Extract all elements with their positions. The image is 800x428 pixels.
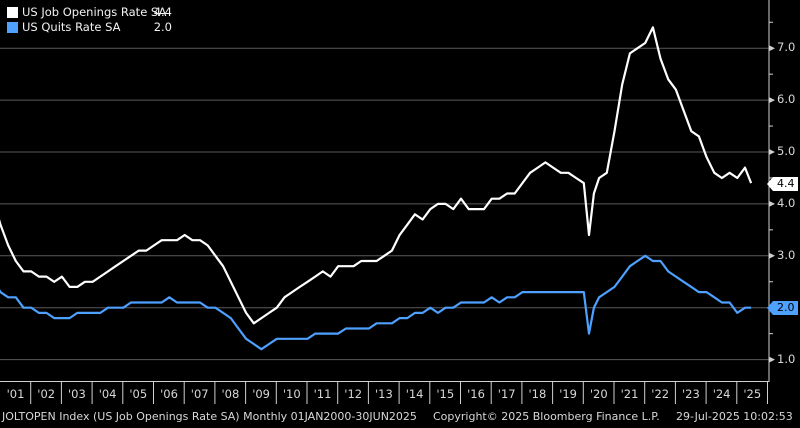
x-tick-label: '02 xyxy=(37,387,56,401)
x-tick-label: '24 xyxy=(712,387,731,401)
legend-label: US Quits Rate SA xyxy=(22,20,121,34)
x-tick-label: '10 xyxy=(282,387,301,401)
blue-square-icon xyxy=(7,22,18,33)
legend-item-quits[interactable]: US Quits Rate SA 2.0 xyxy=(7,20,172,35)
y-tick-label: 3.0 xyxy=(777,247,796,262)
last-value-tag-openings: 4.4 xyxy=(767,177,798,191)
x-tick-label: '19 xyxy=(559,387,577,401)
x-tick-label: '07 xyxy=(190,387,209,401)
x-tick-label: '25 xyxy=(743,387,762,401)
x-tick-label: '17 xyxy=(497,387,516,401)
legend-item-job-openings[interactable]: US Job Openings Rate SA 4.4 xyxy=(7,5,172,20)
y-tick-label: 1.0 xyxy=(777,351,796,366)
legend-value: 4.4 xyxy=(153,5,172,19)
x-tick-label: '20 xyxy=(589,387,608,401)
x-tick-label: '09 xyxy=(252,387,270,401)
legend: US Job Openings Rate SA 4.4 US Quits Rat… xyxy=(7,5,172,35)
x-tick-label: '15 xyxy=(436,387,455,401)
x-tick-label: '01 xyxy=(6,387,25,401)
x-tick-label: '05 xyxy=(129,387,148,401)
legend-value: 2.0 xyxy=(153,20,172,34)
quits-rate-line xyxy=(0,254,752,351)
x-tick-label: '03 xyxy=(67,387,86,401)
x-tick-label: '21 xyxy=(620,387,639,401)
x-tick-label: '04 xyxy=(98,387,117,401)
footer-copyright: Copyright© 2025 Bloomberg Finance L.P. xyxy=(433,410,660,423)
legend-label: US Job Openings Rate SA xyxy=(22,5,167,19)
y-tick-label: 6.0 xyxy=(777,92,796,107)
x-tick-label: '08 xyxy=(221,387,240,401)
x-tick-label: '12 xyxy=(344,387,363,401)
y-tick-label: 4.0 xyxy=(777,195,796,210)
job-openings-rate-line xyxy=(0,26,753,325)
footer-timestamp: 29-Jul-2025 10:02:53 xyxy=(676,410,793,423)
y-tick-label: 7.0 xyxy=(777,40,796,55)
last-value-tag-quits: 2.0 xyxy=(767,301,798,315)
x-tick-label: '18 xyxy=(528,387,547,401)
gridlines xyxy=(0,47,769,361)
x-tick-label: '13 xyxy=(374,387,393,401)
x-axis-ticks xyxy=(30,381,768,404)
x-tick-label: '22 xyxy=(651,387,670,401)
x-tick-label: '14 xyxy=(405,387,424,401)
y-tick-label: 5.0 xyxy=(777,144,796,158)
axes xyxy=(0,0,770,382)
x-tick-label: '11 xyxy=(313,387,332,401)
x-tick-label: '16 xyxy=(467,387,485,401)
x-tick-label: '23 xyxy=(681,387,700,401)
footer-ticker-description: JOLTOPEN Index (US Job Openings Rate SA)… xyxy=(2,410,417,423)
x-tick-label: '06 xyxy=(160,387,178,401)
white-square-icon xyxy=(7,7,18,18)
